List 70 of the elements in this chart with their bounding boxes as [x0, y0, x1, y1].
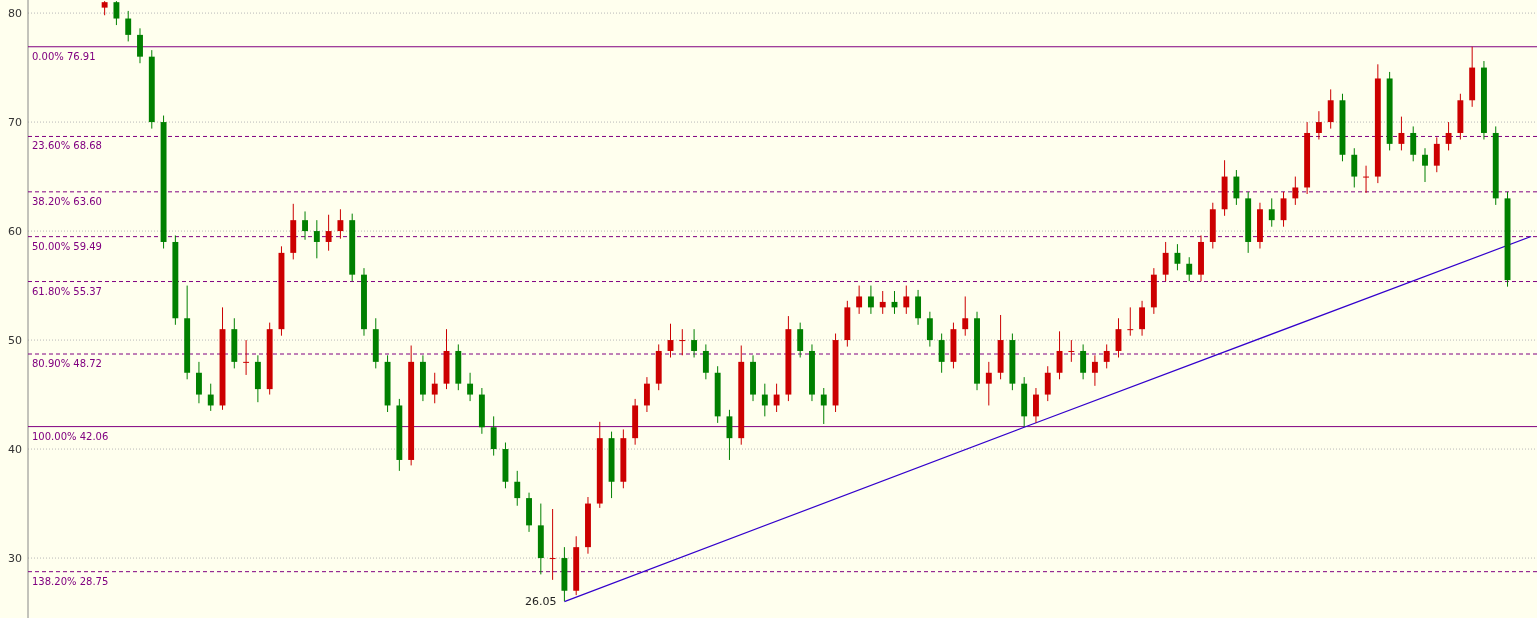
candlestick: [1127, 306, 1134, 337]
candlestick: [514, 470, 521, 507]
candlestick: [207, 383, 214, 412]
candlestick: [137, 27, 143, 64]
candlestick: [938, 333, 945, 374]
y-tick-label: 80: [8, 6, 22, 20]
candlestick: [337, 208, 344, 240]
y-tick-label: 60: [8, 224, 22, 238]
ref-line-label: 61.80% 55.37: [32, 285, 102, 297]
candlestick: [1351, 147, 1358, 188]
candlestick: [1433, 136, 1440, 173]
candlestick: [797, 322, 804, 358]
y-tick-label: 30: [8, 551, 22, 565]
candlestick: [313, 219, 320, 259]
candlestick: [1233, 169, 1240, 206]
candlestick: [1080, 343, 1087, 380]
candlestick: [702, 343, 709, 380]
candlestick: [1139, 300, 1146, 337]
candlestick: [1174, 243, 1181, 271]
candlestick: [113, 0, 120, 26]
candlestick: [879, 290, 886, 315]
candlestick: [761, 383, 768, 417]
candlestick: [125, 10, 132, 42]
candlestick: [1363, 165, 1369, 194]
candlestick: [1292, 176, 1299, 206]
candlestick: [1068, 339, 1075, 363]
candlestick: [903, 285, 910, 315]
annotation: 26.05: [524, 595, 557, 609]
candlestick: [1044, 365, 1051, 402]
candlestick: [431, 372, 438, 404]
ref-line-label: 38.20% 63.60: [32, 195, 102, 207]
candlestick: [1422, 147, 1428, 183]
ref-line-label: 0.00% 76.91: [32, 50, 96, 62]
candlestick: [1398, 116, 1405, 151]
candlestick: [1410, 125, 1417, 162]
y-tick-label: 50: [8, 333, 22, 347]
candlestick: [302, 210, 308, 241]
candlestick: [643, 376, 650, 413]
ref-line-label: 23.60% 68.68: [32, 140, 102, 152]
candlestick: [926, 311, 933, 348]
candlestick: [490, 415, 497, 457]
candlestick: [467, 372, 474, 402]
y-tick-label: 40: [8, 442, 22, 456]
ref-line-label: 100.00% 42.06: [32, 430, 109, 442]
ref-line-label: 50.00% 59.49: [32, 240, 102, 252]
candlestick: [195, 361, 202, 404]
candlestick: [773, 383, 780, 413]
y-tick-label: 70: [8, 115, 22, 129]
candlestick: [1103, 343, 1110, 369]
candlestick: [1033, 387, 1039, 424]
candlestick: [1315, 110, 1322, 141]
candlestick: [1091, 354, 1098, 387]
candlestick: [820, 387, 827, 425]
candlestick: [856, 285, 863, 315]
candlestick: [243, 339, 250, 376]
candlestick: [1162, 241, 1169, 282]
candlestick: [867, 285, 874, 315]
candlestick: [325, 214, 332, 252]
candlestick: [549, 508, 556, 581]
ref-line-label: 138.20% 28.75: [32, 575, 109, 587]
candlestick: [1268, 197, 1275, 228]
candlestick: [962, 295, 969, 337]
ref-line-label: 80.90% 48.72: [32, 358, 102, 370]
candlestick: [691, 328, 698, 358]
candlestick: [915, 289, 922, 326]
candlestick: [679, 328, 686, 356]
candlestick: [985, 361, 992, 406]
candlestick: [1445, 121, 1452, 151]
candlestick: [1186, 256, 1193, 282]
candlestick: [1327, 88, 1334, 130]
